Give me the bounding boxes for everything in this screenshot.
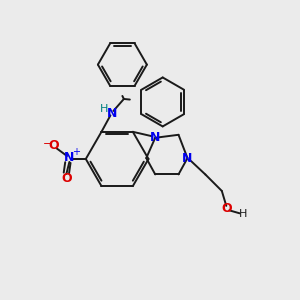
Text: H: H	[100, 104, 109, 114]
Text: H: H	[238, 209, 247, 219]
Text: O: O	[221, 202, 232, 215]
Text: −: −	[43, 139, 52, 149]
Text: N: N	[64, 151, 75, 164]
Text: O: O	[49, 139, 59, 152]
Text: +: +	[72, 147, 80, 158]
Text: N: N	[107, 107, 117, 120]
Text: N: N	[150, 131, 160, 144]
Text: O: O	[61, 172, 72, 185]
Text: N: N	[182, 152, 193, 165]
